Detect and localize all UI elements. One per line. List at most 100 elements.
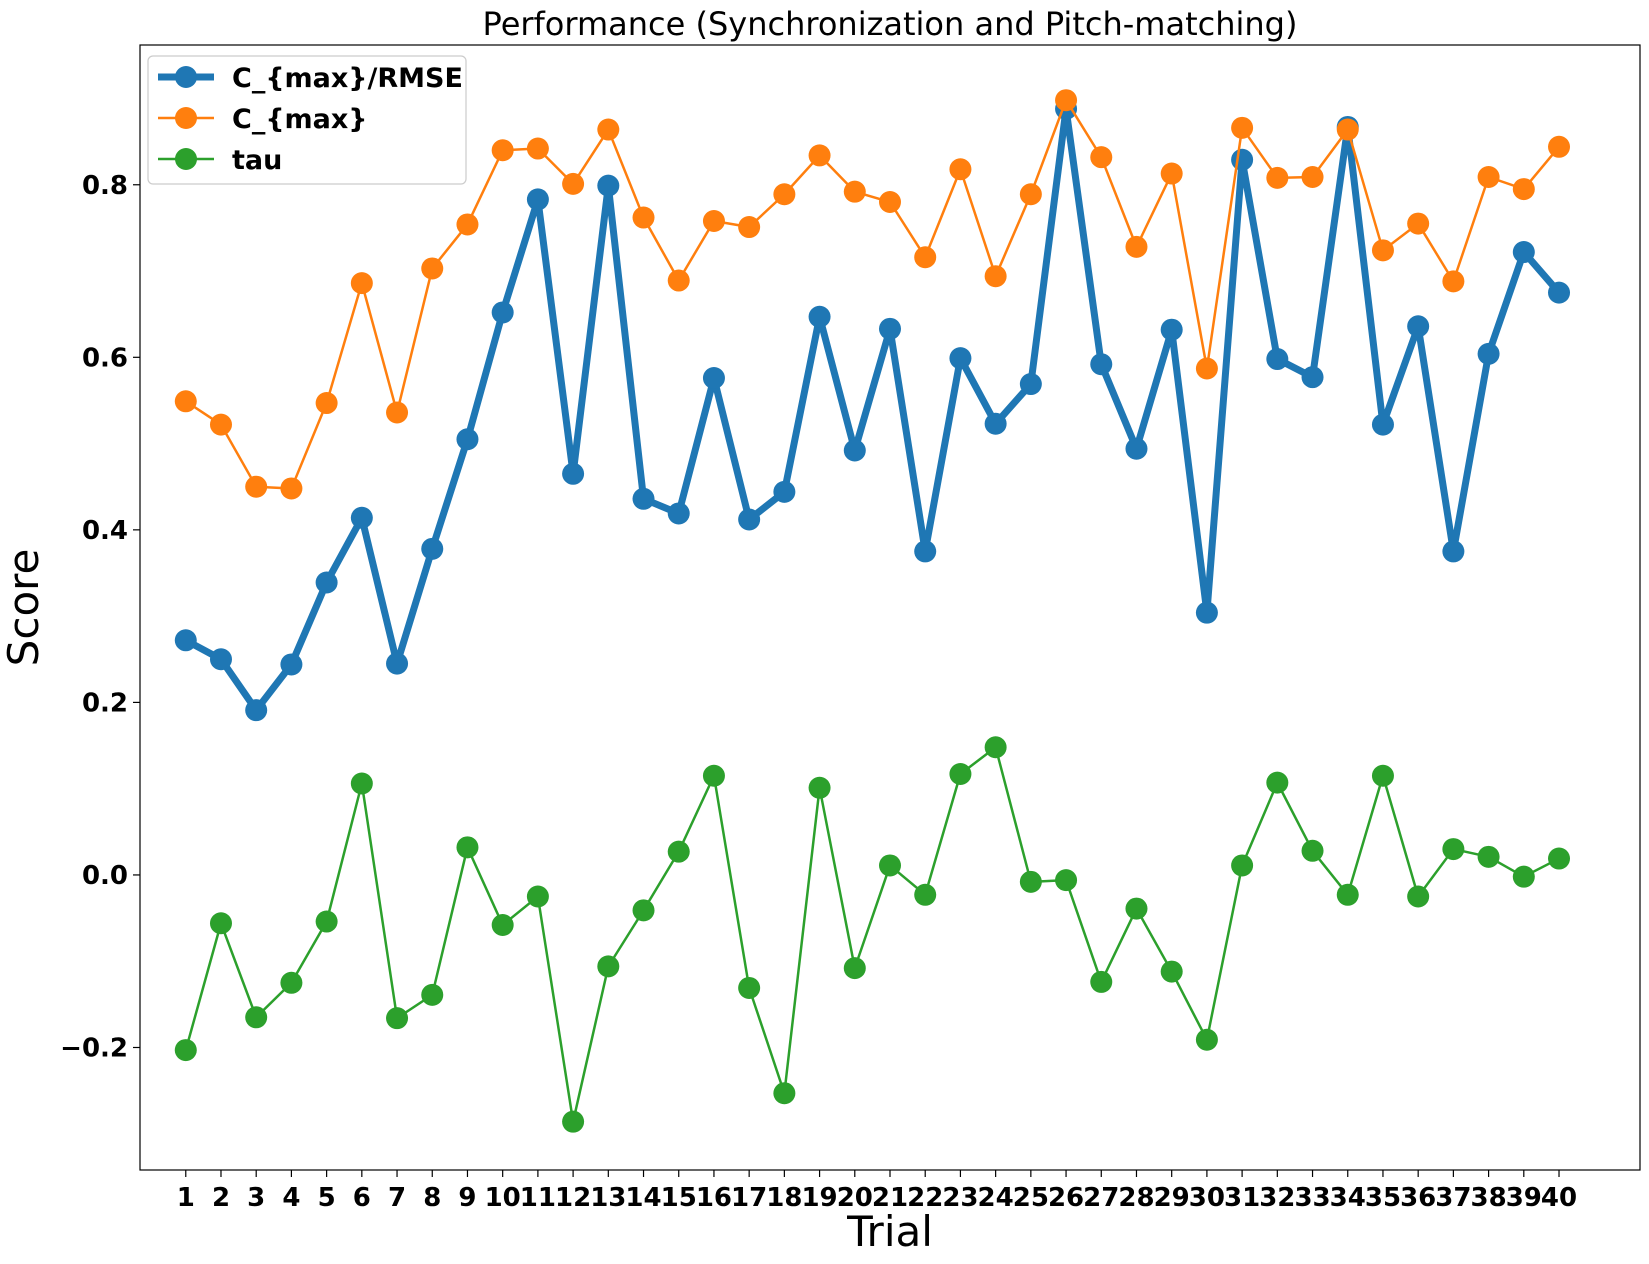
data-point: [879, 854, 901, 877]
legend-entry-label: C_{max}/RMSE: [232, 63, 463, 94]
data-point: [808, 305, 831, 328]
data-point: [667, 840, 690, 863]
data-point: [1548, 281, 1571, 304]
x-tick-label: 30: [1189, 1183, 1225, 1213]
data-point: [1160, 162, 1183, 185]
data-point: [1231, 116, 1254, 139]
data-point: [491, 139, 514, 162]
data-point: [174, 390, 197, 413]
data-point: [526, 885, 549, 908]
data-point: [386, 401, 409, 424]
data-point: [1019, 183, 1042, 206]
series-line: [184, 105, 1562, 714]
x-tick-label: 23: [942, 1183, 978, 1213]
data-point: [1019, 373, 1042, 396]
y-tick-label: −0.2: [60, 1033, 128, 1063]
data-point: [738, 976, 761, 999]
x-tick-label: 36: [1400, 1183, 1436, 1213]
data-point: [1477, 845, 1500, 868]
series-2: [174, 736, 1571, 1133]
x-tick-label: 29: [1154, 1183, 1190, 1213]
data-point: [421, 983, 444, 1006]
data-point: [914, 246, 937, 269]
data-point: [1336, 883, 1359, 906]
data-point: [491, 913, 514, 936]
x-tick-label: 19: [801, 1183, 837, 1213]
data-point: [597, 118, 620, 141]
x-tick-label: 28: [1118, 1183, 1154, 1213]
data-point: [280, 971, 303, 994]
data-point: [1125, 235, 1148, 258]
x-tick-label: 15: [661, 1183, 697, 1213]
data-point: [1371, 239, 1394, 262]
x-tick-label: 10: [485, 1183, 521, 1213]
x-tick-label: 20: [837, 1183, 873, 1213]
data-point: [1407, 885, 1430, 908]
x-tick-label: 7: [388, 1183, 406, 1213]
x-tick-label: 18: [766, 1183, 802, 1213]
data-point: [1231, 148, 1254, 171]
data-point: [632, 206, 655, 229]
x-tick-label: 9: [458, 1183, 476, 1213]
data-point: [914, 540, 937, 563]
data-point: [562, 172, 585, 195]
x-tick-label: 16: [696, 1183, 732, 1213]
data-point: [984, 412, 1007, 435]
x-tick-label: 31: [1224, 1183, 1260, 1213]
data-point: [738, 216, 761, 239]
data-point: [1160, 960, 1183, 983]
data-point: [315, 910, 338, 933]
data-point: [209, 413, 232, 436]
data-point: [879, 191, 901, 214]
data-point: [350, 772, 373, 795]
x-tick-label: 24: [978, 1183, 1014, 1213]
data-point: [667, 502, 690, 525]
data-point: [1266, 348, 1289, 371]
y-tick-label: 0.2: [82, 688, 128, 718]
data-point: [245, 699, 268, 722]
x-tick-label: 13: [590, 1183, 626, 1213]
x-tick-label: 21: [872, 1183, 908, 1213]
x-axis-label: Trial: [846, 1207, 933, 1256]
data-point: [843, 180, 866, 203]
data-point: [773, 183, 796, 206]
y-tick-label: 0.4: [82, 516, 128, 546]
data-point: [1548, 135, 1571, 158]
x-tick-label: 6: [353, 1183, 371, 1213]
data-point: [1055, 869, 1078, 892]
data-point: [1266, 771, 1289, 794]
legend-marker: [175, 148, 197, 170]
data-point: [1371, 413, 1394, 436]
data-point: [1477, 165, 1500, 188]
data-point: [1477, 342, 1500, 365]
x-tick-label: 32: [1259, 1183, 1295, 1213]
data-point: [738, 508, 761, 531]
data-point: [1231, 854, 1254, 877]
data-point: [386, 1007, 409, 1030]
x-tick-label: 39: [1506, 1183, 1542, 1213]
data-point: [1195, 601, 1218, 624]
x-tick-label: 34: [1330, 1183, 1366, 1213]
data-point: [1301, 839, 1324, 862]
data-point: [1301, 366, 1324, 389]
data-point: [421, 257, 444, 280]
data-point: [456, 213, 479, 236]
data-point: [808, 776, 831, 799]
data-point: [1125, 437, 1148, 460]
data-point: [1195, 1028, 1218, 1051]
data-point: [808, 144, 831, 167]
data-point: [245, 475, 268, 498]
x-tick-label: 12: [555, 1183, 591, 1213]
data-point: [386, 652, 409, 675]
x-tick-label: 22: [907, 1183, 943, 1213]
data-point: [1019, 870, 1042, 893]
x-tick-label: 4: [282, 1183, 300, 1213]
data-point: [1090, 970, 1113, 993]
chart-title: Performance (Synchronization and Pitch-m…: [483, 5, 1298, 43]
data-point: [1548, 847, 1571, 870]
data-point: [1195, 357, 1218, 380]
data-point: [843, 439, 866, 462]
x-tick-label: 27: [1083, 1183, 1119, 1213]
x-tick-label: 5: [318, 1183, 336, 1213]
